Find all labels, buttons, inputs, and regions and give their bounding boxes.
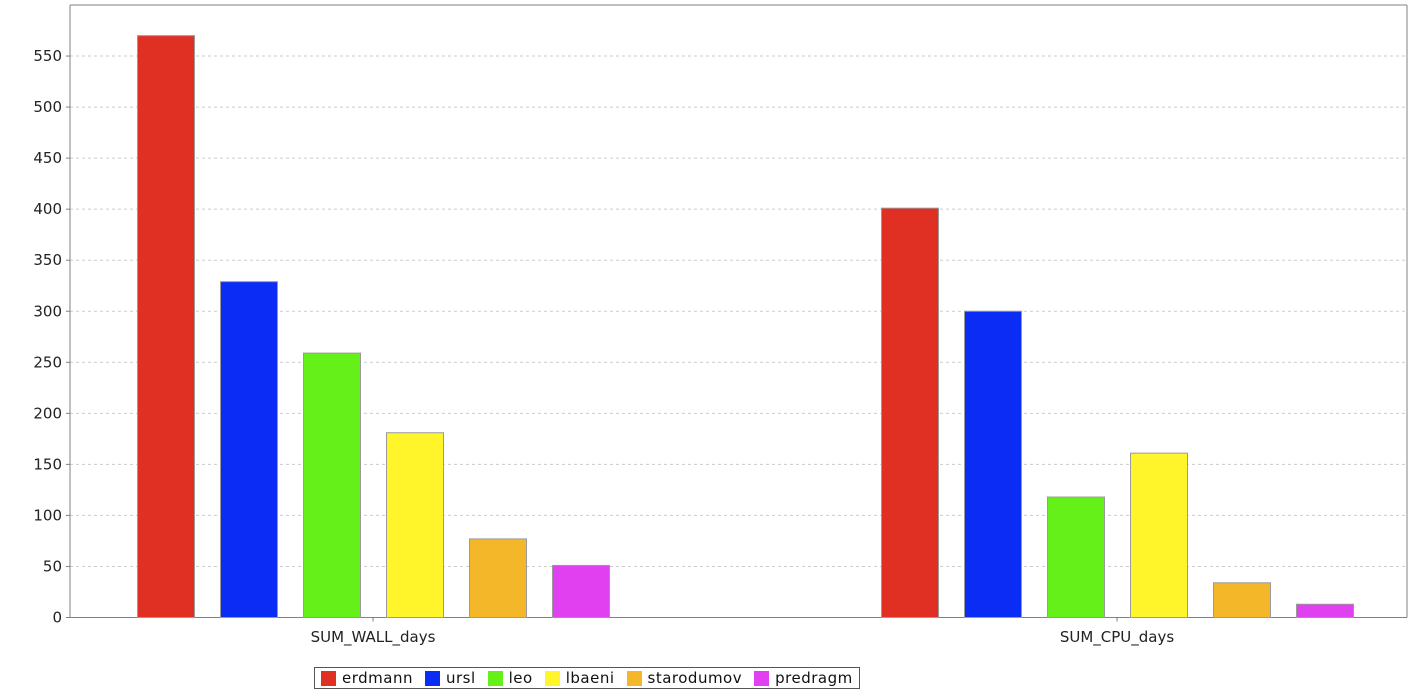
legend-label: starodumov <box>647 669 743 687</box>
bar-lbaeni-SUM_CPU_days <box>1130 452 1188 619</box>
legend: erdmann ursl leo lbaeni starodumov predragm <box>314 667 860 689</box>
bar-lbaeni-SUM_WALL_days <box>386 432 444 618</box>
bar-starodumov-SUM_CPU_days <box>1213 582 1271 619</box>
bar-ursl-SUM_WALL_days <box>220 281 278 618</box>
bar-leo-SUM_WALL_days <box>303 352 361 618</box>
bar-leo-SUM_CPU_days <box>1047 496 1105 618</box>
bar-erdmann-SUM_CPU_days <box>881 207 939 618</box>
y-tick-label: 200 <box>33 404 62 422</box>
x-category-label: SUM_WALL_days <box>311 628 436 647</box>
y-tick-label: 100 <box>33 506 62 524</box>
legend-swatch <box>754 670 770 686</box>
legend-label: ursl <box>445 669 476 687</box>
bar-starodumov-SUM_WALL_days <box>469 538 527 618</box>
y-tick-label: 150 <box>33 455 62 473</box>
legend-item-predragm: predragm <box>754 669 853 687</box>
legend-item-erdmann: erdmann <box>321 669 413 687</box>
legend-label: predragm <box>775 669 853 687</box>
legend-swatch <box>424 670 440 686</box>
legend-swatch <box>487 670 503 686</box>
y-tick-label: 400 <box>33 200 62 218</box>
legend-item-leo: leo <box>487 669 533 687</box>
legend-label: erdmann <box>342 669 413 687</box>
legend-swatch <box>544 670 560 686</box>
y-tick-label: 250 <box>33 353 62 371</box>
legend-item-lbaeni: lbaeni <box>544 669 615 687</box>
y-tick-label: 300 <box>33 302 62 320</box>
bar-predragm-SUM_CPU_days <box>1296 603 1354 619</box>
y-tick-label: 350 <box>33 251 62 269</box>
legend-label: lbaeni <box>565 669 615 687</box>
legend-item-starodumov: starodumov <box>626 669 743 687</box>
legend-label: leo <box>508 669 533 687</box>
legend-item-ursl: ursl <box>424 669 476 687</box>
bar-predragm-SUM_WALL_days <box>552 564 610 618</box>
bar-ursl-SUM_CPU_days <box>964 310 1022 618</box>
legend-swatch <box>626 670 642 686</box>
bar-erdmann-SUM_WALL_days <box>137 35 195 618</box>
bar-chart: 0 50 100 150 200 250 300 350 400 450 500 550 SUM_WAL… <box>33 4 1408 647</box>
y-tick-label: 0 <box>52 609 62 627</box>
y-tick-label: 500 <box>33 98 62 116</box>
legend-swatch <box>321 670 336 686</box>
y-tick-label: 450 <box>33 149 62 167</box>
x-category-label: SUM_CPU_days <box>1060 628 1175 647</box>
y-tick-label: 50 <box>43 557 62 575</box>
y-tick-label: 550 <box>33 47 62 65</box>
